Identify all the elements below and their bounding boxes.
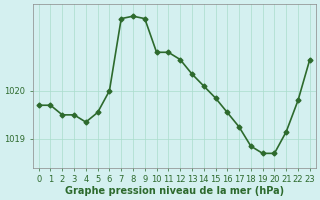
X-axis label: Graphe pression niveau de la mer (hPa): Graphe pression niveau de la mer (hPa) [65,186,284,196]
